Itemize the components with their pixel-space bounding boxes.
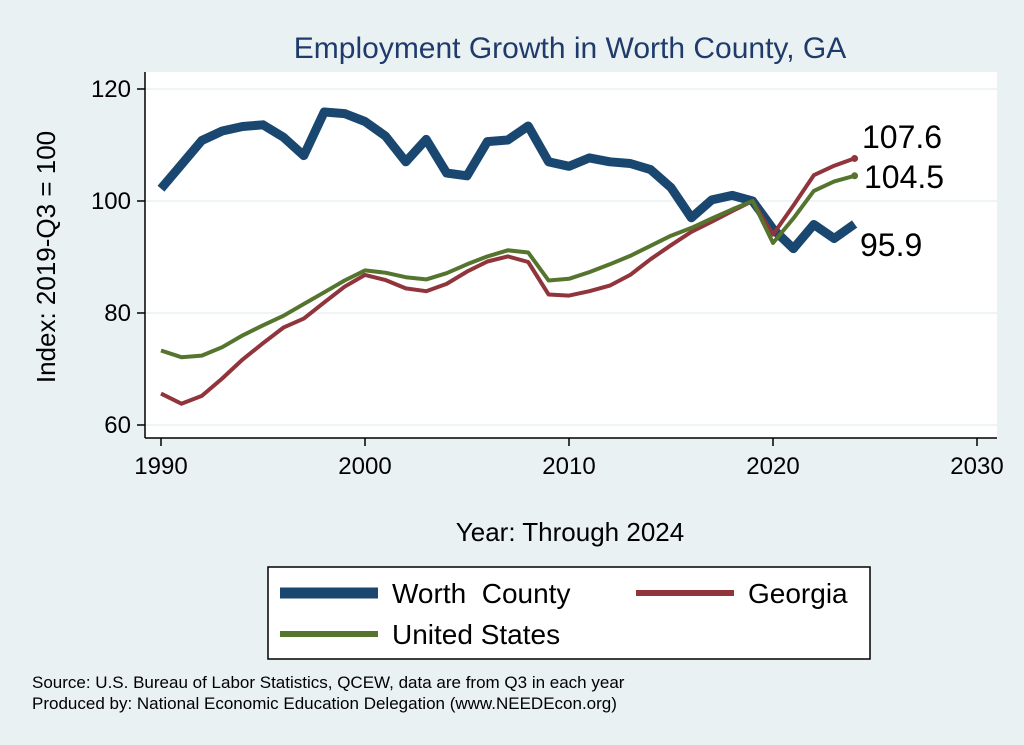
y-tick-label-100: 100 xyxy=(91,188,131,215)
legend-label-worth-county: Worth County xyxy=(392,578,570,609)
chart-title: Employment Growth in Worth County, GA xyxy=(294,32,846,65)
legend: Worth County Georgia United States xyxy=(267,566,871,660)
y-tick-label-80: 80 xyxy=(104,300,131,327)
y-tick-label-120: 120 xyxy=(91,76,131,103)
series-line-worth-county xyxy=(157,107,858,254)
plot-area xyxy=(145,72,997,438)
y-axis-title: Index: 2019-Q3 = 100 xyxy=(31,131,61,383)
end-label-united-states: 104.5 xyxy=(864,159,944,195)
series-end-point-georgia xyxy=(851,154,859,162)
legend-box xyxy=(267,566,871,660)
end-label-georgia: 107.6 xyxy=(862,119,942,155)
series-end-point-united-states xyxy=(851,172,859,180)
x-axis-title: Year: Through 2024 xyxy=(456,517,684,547)
source-note: Source: U.S. Bureau of Labor Statistics,… xyxy=(32,673,625,692)
axes xyxy=(144,72,997,439)
tick-labels: 60 80 100 120 1990 2000 2010 2020 2030 xyxy=(91,76,1004,480)
legend-label-united-states: United States xyxy=(392,619,560,650)
x-tick-label-2020: 2020 xyxy=(746,453,799,480)
end-value-labels: 95.9 107.6 104.5 xyxy=(860,119,944,263)
produced-by-note: Produced by: National Economic Education… xyxy=(32,694,617,713)
y-tick-label-60: 60 xyxy=(104,412,131,439)
end-label-worth-county: 95.9 xyxy=(860,227,922,263)
x-tick-label-2000: 2000 xyxy=(338,453,391,480)
series-line-united-states xyxy=(160,173,856,360)
x-tick-label-2010: 2010 xyxy=(542,453,595,480)
legend-label-georgia: Georgia xyxy=(748,578,848,609)
x-tick-label-2030: 2030 xyxy=(950,453,1003,480)
gridlines xyxy=(145,88,997,426)
x-tick-label-1990: 1990 xyxy=(134,453,187,480)
series-lines xyxy=(157,107,859,406)
